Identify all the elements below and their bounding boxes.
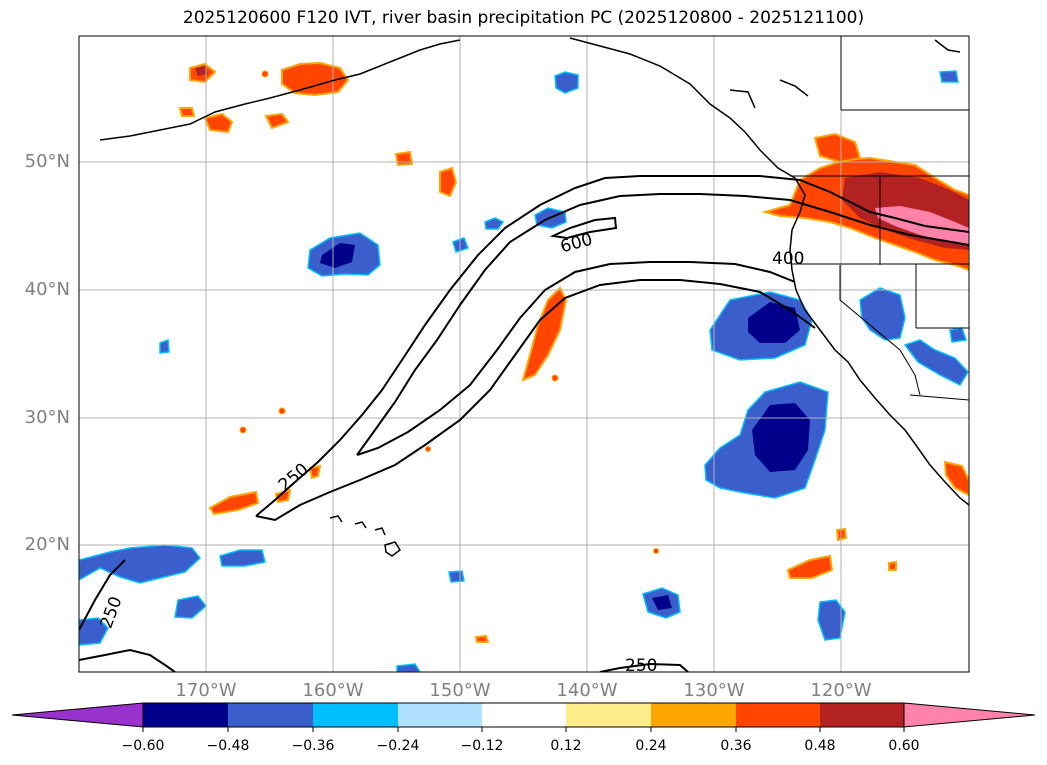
lon-label-130w: 130°W — [683, 680, 745, 701]
lon-label-140w: 140°W — [556, 680, 618, 701]
map-plot-area — [79, 36, 969, 672]
contour-label-400: 400 — [772, 249, 804, 269]
colorbar-tick-label: 0.12 — [550, 738, 582, 754]
lon-label-120w: 120°W — [810, 680, 872, 701]
colorbar-extend-high — [903, 702, 1036, 728]
colorbar-tick-label: 0.36 — [720, 738, 752, 754]
colorbar-extend-low — [11, 702, 144, 728]
colorbar-seg-6 — [566, 703, 651, 727]
lat-label-40n: 40°N — [24, 279, 70, 300]
political-borders — [790, 36, 969, 401]
lat-label-50n: 50°N — [24, 151, 70, 172]
coastlines — [99, 37, 969, 506]
ivt-contour-250 — [255, 175, 969, 517]
colorbar-seg-3 — [313, 703, 398, 727]
colorbar-tick-label: 0.24 — [635, 738, 667, 754]
contour-label-250-c: 250 — [625, 656, 657, 676]
lon-label-160w: 160°W — [302, 680, 364, 701]
neg-blob-sw-1 — [79, 544, 202, 584]
colorbar-seg-4 — [398, 703, 482, 727]
colorbar-tick-label: −0.60 — [121, 738, 165, 754]
ivt-contour-400 — [356, 193, 969, 456]
colorbar-seg-9 — [820, 703, 904, 727]
pos-blob-central-ar — [521, 286, 568, 382]
colorbar-seg-7 — [651, 703, 736, 727]
colorbar-seg-2 — [228, 703, 313, 727]
lat-label-30n: 30°N — [24, 407, 70, 428]
colorbar-seg-1 — [143, 703, 228, 727]
ivt-contours — [79, 175, 969, 672]
hawaii-islands — [329, 515, 402, 557]
plot-frame — [78, 35, 970, 673]
colorbar-tick-label: −0.36 — [291, 738, 335, 754]
ivt-contour-600 — [549, 216, 618, 240]
colorbar-seg-8 — [736, 703, 820, 727]
colorbar-seg-5 — [482, 703, 566, 727]
colorbar-tick-label: −0.24 — [376, 738, 420, 754]
colorbar-tick-label: 0.60 — [888, 738, 920, 754]
colorbar-tick-label: −0.12 — [460, 738, 504, 754]
map-title: 2025120600 F120 IVT, river basin precipi… — [182, 8, 865, 28]
colorbar-tick-label: 0.48 — [804, 738, 836, 754]
lat-label-20n: 20°N — [24, 534, 70, 555]
colorbar — [11, 702, 1036, 732]
negative-precip-anomalies — [79, 70, 969, 672]
colorbar-tick-label: −0.48 — [206, 738, 250, 754]
graticule — [79, 36, 969, 672]
lon-label-170w: 170°W — [175, 680, 237, 701]
lon-label-150w: 150°W — [429, 680, 491, 701]
pos-blob-alaska-1 — [281, 61, 350, 97]
